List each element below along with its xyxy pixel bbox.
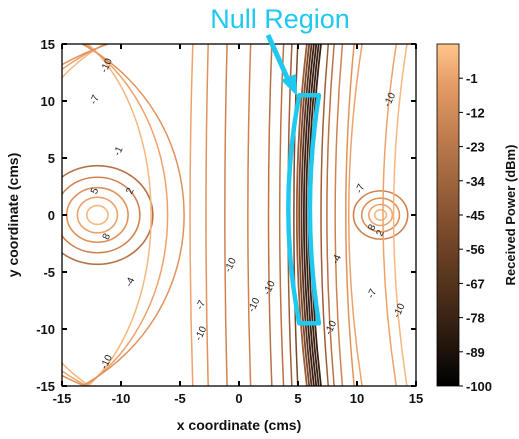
- contour-ring: [360, 197, 401, 233]
- x-tick-label: -15: [53, 391, 72, 406]
- contour-ring: [85, 204, 109, 226]
- null-contour-line: [303, 44, 315, 386]
- contour-value-label: 2: [124, 186, 137, 196]
- null-region-box: [286, 93, 322, 326]
- contour-line: [392, 44, 408, 386]
- contour-line: [348, 44, 363, 386]
- colorbar-tick-label: -34: [466, 174, 486, 189]
- contour-line: [189, 44, 194, 386]
- contour-line: [62, 44, 106, 386]
- colorbar: [436, 43, 460, 387]
- null-region-arrowhead: [281, 74, 297, 96]
- null-contour-line: [305, 44, 318, 386]
- contour-line: [86, 44, 152, 386]
- contour-value-label: 2: [375, 228, 388, 238]
- plot-background: [62, 44, 416, 386]
- null-contour-line: [300, 44, 313, 386]
- colorbar-tick-label: -100: [466, 379, 492, 394]
- contour-line: [326, 44, 335, 386]
- null-contour-line: [295, 44, 308, 386]
- y-tick-label: 5: [48, 151, 55, 166]
- colorbar-label: Received Power (dBm): [503, 145, 518, 286]
- colorbar-tick-label: -23: [466, 140, 485, 155]
- colorbar-tick-label: -1: [466, 71, 478, 86]
- x-tick-label: -10: [112, 391, 131, 406]
- x-tick-label: -5: [174, 391, 186, 406]
- contour-value-label: 5: [89, 186, 102, 196]
- colorbar-ticks: -1 -12 -23 -34 -45 -56 -67 -78 -89 -100: [459, 71, 492, 394]
- contour-ring: [76, 196, 119, 234]
- colorbar-tick-label: -45: [466, 208, 485, 223]
- colorbar-tick-label: -12: [466, 105, 485, 120]
- y-tick-label: 10: [41, 94, 55, 109]
- x-axis-label: x coordinate (cms): [177, 417, 301, 433]
- plot-area: -10-7-15 28-4-10-7-10-10-10-10-10-7-482-7…: [62, 44, 416, 386]
- y-tick-label: -15: [36, 379, 55, 394]
- x-tick-label: 0: [235, 391, 242, 406]
- contour-ring: [62, 176, 141, 254]
- y-tick-label: 15: [41, 37, 55, 52]
- contour-line: [80, 44, 185, 386]
- contour-line: [247, 44, 252, 386]
- contour-line: [205, 44, 209, 386]
- null-region-label: Null Region: [210, 4, 350, 34]
- contour-value-label: 8: [101, 232, 114, 242]
- y-tick-label: -10: [36, 322, 55, 337]
- y-axis-label: y coordinate (cms): [5, 153, 21, 277]
- contour-line: [345, 44, 355, 386]
- contour-line: [224, 44, 228, 386]
- contour-line: [83, 44, 169, 386]
- null-contour-line: [298, 44, 311, 386]
- y-tick-label: -5: [43, 265, 55, 280]
- colorbar-tick-label: -89: [466, 345, 485, 360]
- contour-ring: [62, 164, 154, 266]
- contour-line: [278, 44, 285, 386]
- x-axis-ticks: -15 -10 -5 0 5 10 15: [53, 44, 423, 406]
- y-tick-label: 0: [48, 208, 55, 223]
- contour-lines: [62, 44, 409, 386]
- null-region-annotation: Null Region: [210, 4, 350, 326]
- x-tick-label: 15: [409, 391, 423, 406]
- contour-ring: [352, 190, 409, 240]
- x-tick-label: 5: [294, 391, 301, 406]
- contour-ring: [373, 208, 388, 222]
- contour-line: [320, 44, 330, 386]
- colorbar-tick-label: -56: [466, 242, 485, 257]
- y-axis-ticks: 15 10 5 0 -5 -10 -15: [36, 37, 416, 394]
- contour-value-label: 8: [366, 222, 379, 232]
- contour-line: [382, 44, 398, 386]
- null-region-arrow-shaft: [265, 33, 293, 86]
- contour-ring: [368, 203, 394, 227]
- colorbar-tick-label: -67: [466, 276, 485, 291]
- colorbar-tick-label: -78: [466, 311, 485, 326]
- contour-line: [334, 44, 344, 386]
- contour-line: [267, 44, 273, 386]
- x-tick-label: 10: [350, 391, 364, 406]
